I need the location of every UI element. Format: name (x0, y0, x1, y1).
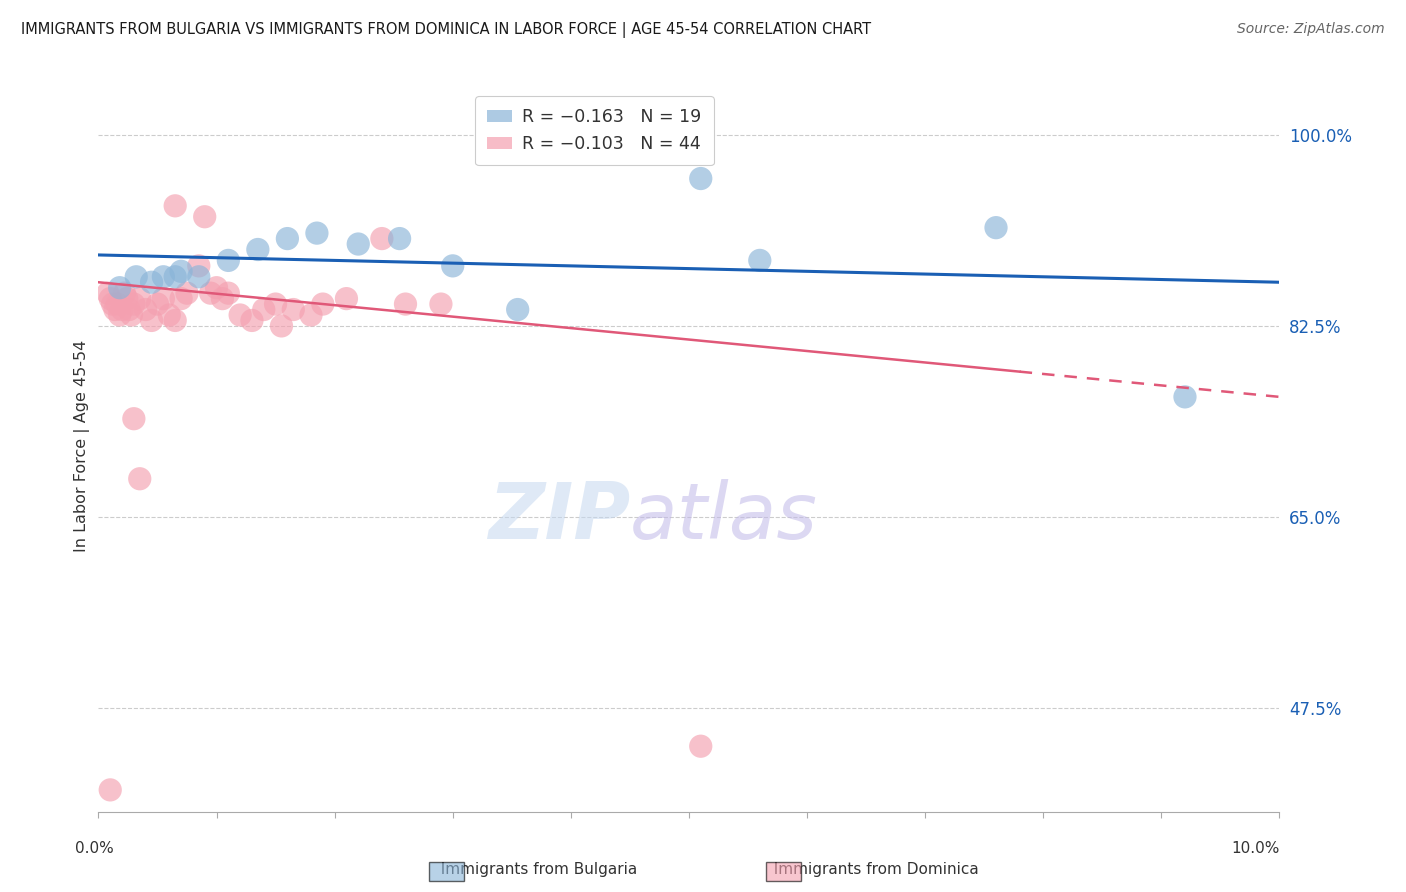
Point (394, 297, 416, 311)
Point (194, 210, 217, 224)
Text: atlas: atlas (630, 479, 818, 555)
Text: Immigrants from Dominica: Immigrants from Dominica (765, 863, 979, 877)
Point (128, 292, 150, 306)
Point (205, 281, 228, 295)
Point (689, 171, 711, 186)
Point (371, 231, 394, 245)
Point (152, 292, 174, 306)
Text: 0.0%: 0.0% (75, 841, 114, 856)
Point (217, 286, 239, 301)
Point (165, 313, 187, 327)
Point (240, 313, 263, 327)
Point (97, 286, 120, 301)
Point (335, 292, 357, 306)
Text: 10.0%: 10.0% (1232, 841, 1279, 856)
Text: Immigrants from Bulgaria: Immigrants from Bulgaria (432, 863, 637, 877)
Point (170, 264, 193, 278)
Point (105, 297, 128, 311)
Point (112, 286, 135, 301)
Point (246, 243, 269, 257)
Point (187, 269, 209, 284)
Point (122, 297, 145, 311)
Point (200, 286, 222, 301)
Point (984, 220, 1007, 235)
Point (118, 302, 141, 317)
Point (229, 308, 252, 322)
Point (276, 231, 298, 245)
Point (111, 302, 134, 317)
Point (98, 292, 121, 306)
Point (312, 297, 335, 311)
Point (299, 308, 322, 322)
Point (115, 292, 138, 306)
Point (146, 297, 169, 311)
Point (108, 308, 131, 322)
Point (152, 269, 174, 284)
Point (430, 297, 453, 311)
Point (122, 411, 145, 425)
Point (135, 302, 157, 317)
Point (141, 275, 163, 289)
Point (157, 308, 180, 322)
Point (121, 308, 143, 322)
Point (176, 286, 198, 301)
Point (104, 302, 127, 317)
Text: ZIP: ZIP (488, 479, 630, 555)
Point (253, 302, 276, 317)
Point (98, 783, 121, 797)
Point (108, 281, 131, 295)
Text: IMMIGRANTS FROM BULGARIA VS IMMIGRANTS FROM DOMINICA IN LABOR FORCE | AGE 45-54 : IMMIGRANTS FROM BULGARIA VS IMMIGRANTS F… (21, 22, 872, 38)
Legend: R = −0.163   N = 19, R = −0.103   N = 44: R = −0.163 N = 19, R = −0.103 N = 44 (475, 96, 714, 165)
Point (270, 318, 292, 333)
Point (187, 259, 209, 273)
Point (165, 199, 187, 213)
Point (211, 292, 233, 306)
Point (165, 269, 187, 284)
Point (170, 292, 193, 306)
Point (125, 269, 148, 284)
Point (128, 472, 150, 486)
Point (748, 253, 770, 268)
Point (305, 226, 328, 240)
Point (264, 297, 287, 311)
Point (347, 237, 370, 252)
Y-axis label: In Labor Force | Age 45-54: In Labor Force | Age 45-54 (75, 340, 90, 552)
Point (101, 297, 124, 311)
Point (388, 231, 411, 245)
Point (141, 313, 163, 327)
Point (283, 302, 305, 317)
Point (217, 253, 239, 268)
Point (1174, 390, 1197, 404)
Point (506, 302, 529, 317)
Text: Source: ZipAtlas.com: Source: ZipAtlas.com (1237, 22, 1385, 37)
Point (689, 739, 711, 754)
Point (441, 259, 464, 273)
